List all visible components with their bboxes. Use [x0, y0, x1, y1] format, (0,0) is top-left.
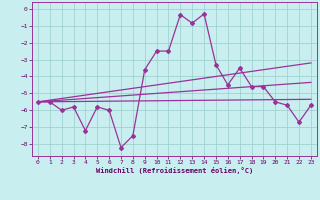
- X-axis label: Windchill (Refroidissement éolien,°C): Windchill (Refroidissement éolien,°C): [96, 167, 253, 174]
